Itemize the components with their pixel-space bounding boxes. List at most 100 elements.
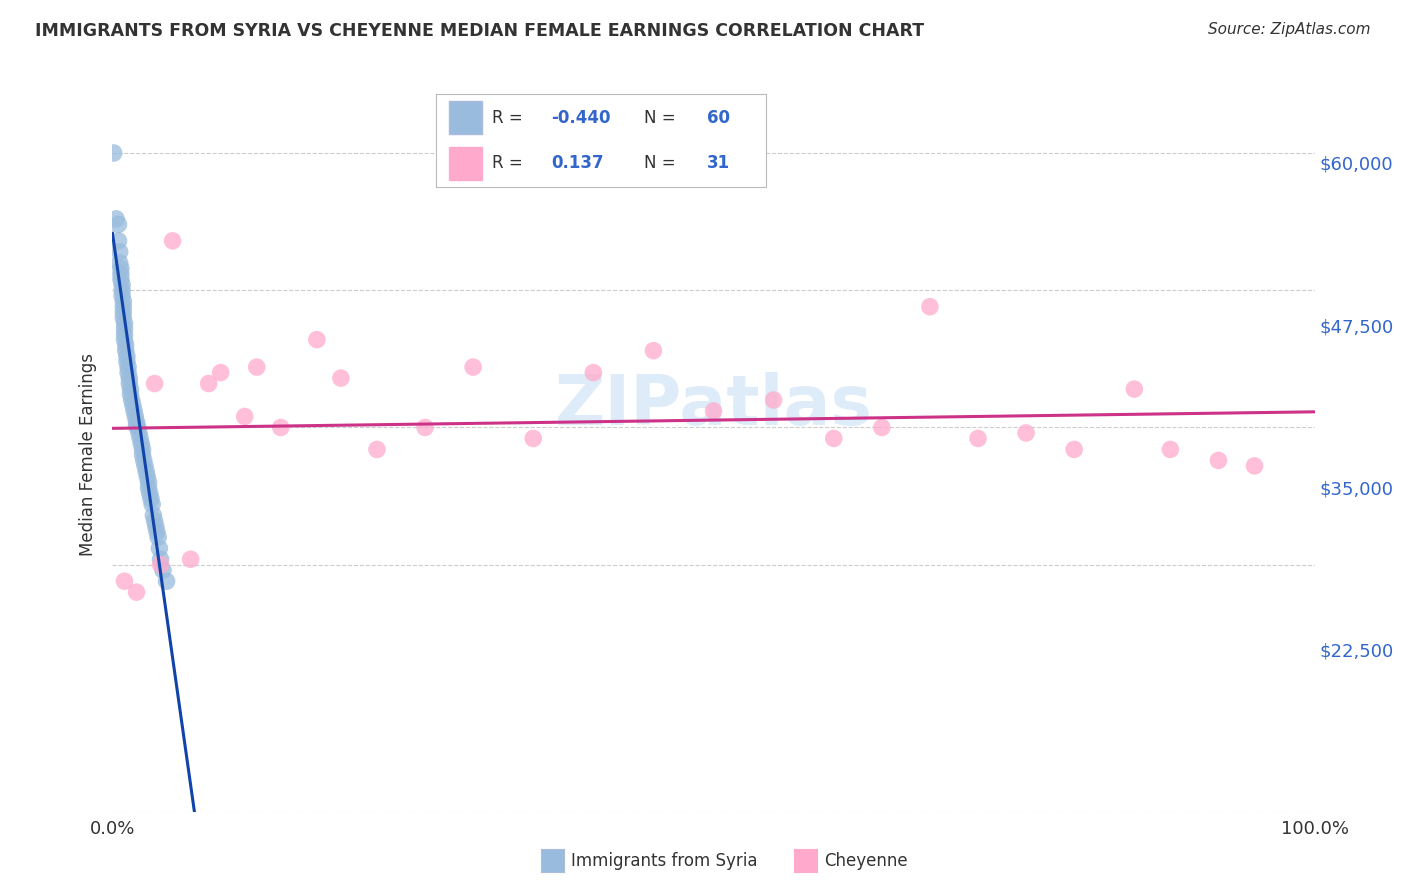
Point <box>136 470 159 484</box>
Point <box>149 552 172 566</box>
Point <box>111 277 134 292</box>
Point <box>112 310 135 325</box>
Point <box>146 530 169 544</box>
Point <box>180 552 202 566</box>
Point <box>114 338 136 352</box>
Point <box>111 283 134 297</box>
Point <box>110 272 132 286</box>
Text: 60: 60 <box>707 109 730 127</box>
Y-axis label: Median Female Earnings: Median Female Earnings <box>79 353 97 557</box>
Point <box>131 437 153 451</box>
Text: ZIPatlas: ZIPatlas <box>554 372 873 439</box>
Point <box>114 574 136 589</box>
Point <box>107 234 129 248</box>
Point <box>823 432 845 446</box>
Point <box>141 497 163 511</box>
Point <box>643 343 665 358</box>
Point <box>115 349 138 363</box>
Point <box>121 392 143 407</box>
Point <box>125 585 148 599</box>
Point <box>413 420 436 434</box>
Point <box>131 448 153 462</box>
Point <box>107 218 129 232</box>
Point <box>120 387 142 401</box>
Text: 31: 31 <box>707 153 730 171</box>
Text: Cheyenne: Cheyenne <box>824 852 907 870</box>
Point <box>125 418 148 433</box>
Point <box>143 376 166 391</box>
FancyBboxPatch shape <box>449 101 482 134</box>
Point <box>115 354 138 368</box>
Point <box>112 300 135 314</box>
Text: -0.440: -0.440 <box>551 109 612 127</box>
Point <box>110 261 132 276</box>
Point <box>114 316 136 330</box>
Point <box>246 360 269 375</box>
Point <box>329 371 352 385</box>
Point <box>114 343 136 358</box>
Point <box>139 491 162 506</box>
Text: 0.137: 0.137 <box>551 153 605 171</box>
Text: N =: N = <box>644 109 681 127</box>
Point <box>117 366 139 380</box>
Point <box>142 508 165 523</box>
Point <box>305 333 328 347</box>
Point <box>138 481 160 495</box>
Point <box>1243 458 1265 473</box>
Point <box>162 234 184 248</box>
Point <box>127 420 149 434</box>
Point <box>110 267 132 281</box>
Point <box>129 432 152 446</box>
Text: R =: R = <box>492 153 529 171</box>
Point <box>1208 453 1230 467</box>
Point <box>114 321 136 335</box>
Point <box>146 524 169 539</box>
Point <box>143 514 166 528</box>
Point <box>152 563 174 577</box>
Point <box>132 453 155 467</box>
Point <box>145 519 167 533</box>
Point <box>270 420 292 434</box>
Point <box>122 404 145 418</box>
Point <box>702 404 725 418</box>
Point <box>111 289 134 303</box>
Point <box>125 415 148 429</box>
Point <box>120 382 142 396</box>
Point <box>117 360 139 375</box>
Point <box>105 211 128 226</box>
Point <box>1063 442 1085 457</box>
Point <box>108 256 131 270</box>
Point <box>122 399 145 413</box>
Point <box>114 333 136 347</box>
Point <box>134 458 156 473</box>
Point <box>108 244 131 259</box>
Point <box>128 425 150 440</box>
Text: Source: ZipAtlas.com: Source: ZipAtlas.com <box>1208 22 1371 37</box>
Point <box>1159 442 1181 457</box>
Point <box>209 366 232 380</box>
Point <box>114 327 136 342</box>
Text: N =: N = <box>644 153 681 171</box>
Point <box>139 486 162 500</box>
Text: IMMIGRANTS FROM SYRIA VS CHEYENNE MEDIAN FEMALE EARNINGS CORRELATION CHART: IMMIGRANTS FROM SYRIA VS CHEYENNE MEDIAN… <box>35 22 924 40</box>
FancyBboxPatch shape <box>449 147 482 180</box>
Point <box>522 432 544 446</box>
Point <box>870 420 893 434</box>
Point <box>118 371 141 385</box>
Point <box>461 360 484 375</box>
Point <box>582 366 605 380</box>
Point <box>1015 425 1038 440</box>
Point <box>967 432 990 446</box>
Point <box>103 146 125 161</box>
Text: R =: R = <box>492 109 529 127</box>
Point <box>1123 382 1146 396</box>
Point <box>155 574 177 589</box>
Point <box>918 300 941 314</box>
Point <box>148 541 170 556</box>
Point <box>124 409 146 424</box>
Point <box>762 392 785 407</box>
Point <box>118 376 141 391</box>
Point <box>149 558 172 572</box>
Point <box>135 464 157 478</box>
Text: Immigrants from Syria: Immigrants from Syria <box>571 852 758 870</box>
